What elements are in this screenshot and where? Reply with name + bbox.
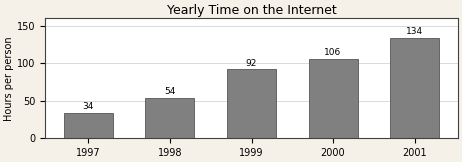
Text: 106: 106 [324, 48, 342, 57]
Text: 92: 92 [246, 59, 257, 68]
Bar [64, 113, 113, 138]
Bar [227, 69, 276, 138]
Y-axis label: Hours per person: Hours per person [4, 36, 14, 121]
Text: 134: 134 [406, 27, 423, 36]
Title: Yearly Time on the Internet: Yearly Time on the Internet [167, 4, 336, 17]
Text: 54: 54 [164, 87, 176, 96]
Bar [309, 59, 358, 138]
Bar [390, 38, 439, 138]
Bar [146, 98, 195, 138]
Text: 34: 34 [83, 102, 94, 111]
